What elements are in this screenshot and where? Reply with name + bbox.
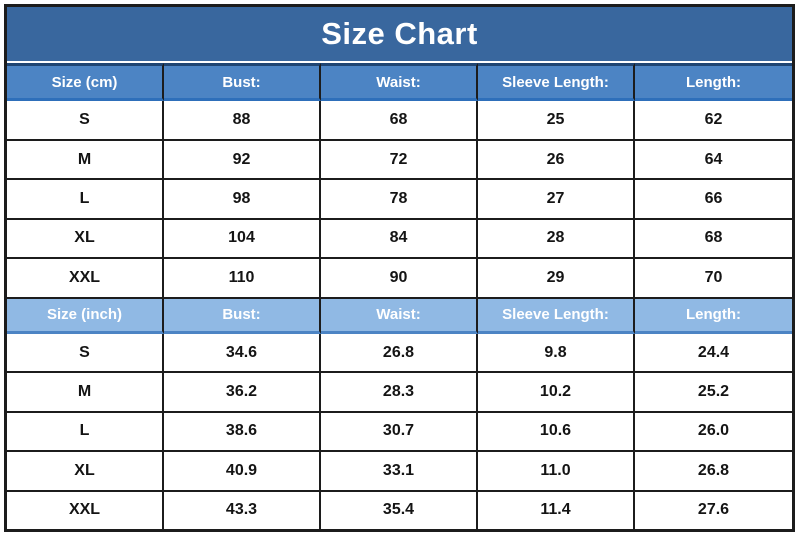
waist-cell: 90 [321,259,478,299]
waist-cell: 72 [321,140,478,181]
waist-cell: 28.3 [321,373,478,413]
bust-cell: 34.6 [164,333,321,374]
size-cell: XL [7,452,164,492]
header-row-inch: Size (inch) Bust: Waist: Sleeve Length: … [7,298,792,334]
sleeve-length-cell: 11.4 [478,491,635,529]
size-cell: L [7,412,164,453]
table-row-cm-xxl: XXL 110 90 29 70 [7,259,792,299]
column-header-sleeve-length: Sleeve Length: [478,63,635,102]
size-cell: XXL [7,259,164,299]
sleeve-length-cell: 26 [478,140,635,181]
waist-cell: 30.7 [321,412,478,453]
column-header-length: Length: [635,63,792,102]
bust-cell: 40.9 [164,452,321,492]
table-row-cm-l: L 98 78 27 66 [7,180,792,220]
table-row-cm-m: M 92 72 26 64 [7,140,792,181]
table-row-inch-xl: XL 40.9 33.1 11.0 26.8 [7,452,792,492]
size-cell: S [7,333,164,374]
sleeve-length-cell: 10.2 [478,373,635,413]
sleeve-length-cell: 25 [478,101,635,141]
waist-cell: 35.4 [321,491,478,529]
waist-cell: 26.8 [321,333,478,374]
sleeve-length-cell: 29 [478,259,635,299]
size-cell: M [7,373,164,413]
waist-cell: 84 [321,219,478,260]
length-cell: 70 [635,259,792,299]
table-row-inch-xxl: XXL 43.3 35.4 11.4 27.6 [7,491,792,529]
waist-cell: 33.1 [321,452,478,492]
bust-cell: 36.2 [164,373,321,413]
size-chart-table: Size Chart Size (cm) Bust: Waist: Sleeve… [4,4,795,532]
bust-cell: 88 [164,101,321,141]
length-cell: 27.6 [635,491,792,529]
bust-cell: 92 [164,140,321,181]
column-header-bust: Bust: [164,298,321,334]
table-row-inch-m: M 36.2 28.3 10.2 25.2 [7,373,792,413]
length-cell: 64 [635,140,792,181]
title-row: Size Chart [7,7,792,64]
length-cell: 24.4 [635,333,792,374]
sleeve-length-cell: 27 [478,180,635,220]
page-title: Size Chart [7,7,792,64]
sleeve-length-cell: 28 [478,219,635,260]
size-cell: L [7,180,164,220]
table-row-cm-s: S 88 68 25 62 [7,101,792,141]
length-cell: 62 [635,101,792,141]
table-row-cm-xl: XL 104 84 28 68 [7,219,792,260]
column-header-size-cm: Size (cm) [7,63,164,102]
column-header-size-inch: Size (inch) [7,298,164,334]
column-header-length: Length: [635,298,792,334]
header-row-cm: Size (cm) Bust: Waist: Sleeve Length: Le… [7,63,792,102]
sleeve-length-cell: 10.6 [478,412,635,453]
size-cell: XL [7,219,164,260]
waist-cell: 78 [321,180,478,220]
sleeve-length-cell: 11.0 [478,452,635,492]
column-header-waist: Waist: [321,63,478,102]
size-cell: XXL [7,491,164,529]
length-cell: 66 [635,180,792,220]
size-cell: S [7,101,164,141]
bust-cell: 38.6 [164,412,321,453]
table-row-inch-s: S 34.6 26.8 9.8 24.4 [7,333,792,374]
sleeve-length-cell: 9.8 [478,333,635,374]
bust-cell: 98 [164,180,321,220]
length-cell: 68 [635,219,792,260]
column-header-sleeve-length: Sleeve Length: [478,298,635,334]
length-cell: 26.8 [635,452,792,492]
bust-cell: 43.3 [164,491,321,529]
bust-cell: 104 [164,219,321,260]
size-cell: M [7,140,164,181]
column-header-waist: Waist: [321,298,478,334]
table-row-inch-l: L 38.6 30.7 10.6 26.0 [7,412,792,453]
column-header-bust: Bust: [164,63,321,102]
bust-cell: 110 [164,259,321,299]
length-cell: 25.2 [635,373,792,413]
waist-cell: 68 [321,101,478,141]
length-cell: 26.0 [635,412,792,453]
